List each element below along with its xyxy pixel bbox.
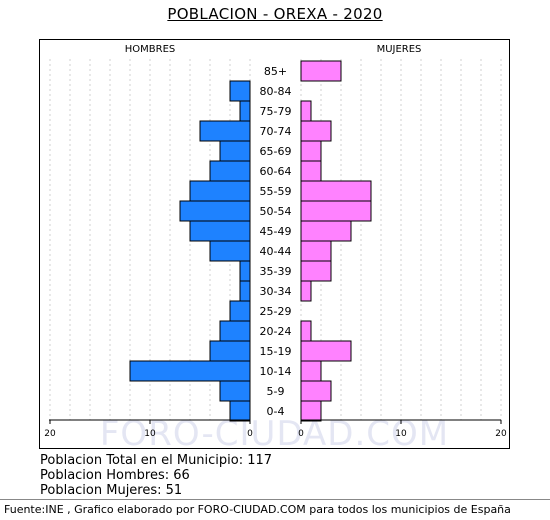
- bar-mujeres-50-54: [300, 200, 372, 222]
- age-label: 10-14: [260, 365, 292, 378]
- age-label: 25-29: [260, 305, 292, 318]
- bar-hombres-25-29: [229, 300, 251, 322]
- bar-mujeres-60-64: [300, 160, 322, 182]
- x-tick-label: 0: [298, 429, 304, 439]
- age-label: 85+: [264, 65, 287, 78]
- x-tick-label: 10: [395, 429, 407, 439]
- x-tick-label: 20: [44, 429, 56, 439]
- bar-hombres-70-74: [199, 120, 251, 142]
- bar-mujeres-5-9: [300, 380, 332, 402]
- bar-mujeres-15-19: [300, 340, 352, 362]
- bar-hombres-20-24: [219, 320, 251, 342]
- bar-mujeres-10-14: [300, 360, 322, 382]
- bar-hombres-75-79: [239, 100, 251, 122]
- age-label: 75-79: [260, 105, 292, 118]
- bar-mujeres-70-74: [300, 120, 332, 142]
- bar-hombres-55-59: [189, 180, 251, 202]
- bar-mujeres-45-49: [300, 220, 352, 242]
- mujeres-header: MUJERES: [377, 44, 422, 55]
- stat-total: Poblacion Total en el Municipio: 117: [40, 453, 273, 468]
- bar-mujeres-75-79: [300, 100, 312, 122]
- chart-title: POBLACION - OREXA - 2020: [167, 5, 383, 23]
- bar-hombres-65-69: [219, 140, 251, 162]
- age-label: 40-44: [260, 245, 292, 258]
- stat-hombres: Poblacion Hombres: 66: [40, 468, 190, 483]
- hombres-header: HOMBRES: [125, 44, 176, 55]
- population-pyramid: 85+ 80-84 75-79 70-74 65-69 60-64 55-59 50-54 45…: [44, 44, 507, 439]
- bar-mujeres-35-39: [300, 260, 332, 282]
- footer-source: Fuente:INE , Grafico elaborado por FORO-…: [4, 503, 511, 516]
- x-tick-label: 20: [495, 429, 507, 439]
- bar-hombres-50-54: [179, 200, 251, 222]
- x-tick-label: 0: [247, 429, 253, 439]
- bar-hombres-45-49: [189, 220, 251, 242]
- age-label: 20-24: [260, 325, 292, 338]
- age-label: 0-4: [267, 405, 285, 418]
- bar-mujeres-0-4: [300, 400, 322, 422]
- bar-mujeres-20-24: [300, 320, 312, 342]
- age-label: 30-34: [260, 285, 292, 298]
- chart-frame: [39, 39, 510, 449]
- age-label: 65-69: [260, 145, 292, 158]
- bar-hombres-15-19: [209, 340, 251, 362]
- bar-mujeres-55-59: [300, 180, 372, 202]
- age-label: 55-59: [260, 185, 292, 198]
- bar-hombres-5-9: [219, 380, 251, 402]
- age-label: 15-19: [260, 345, 292, 358]
- age-label: 70-74: [260, 125, 292, 138]
- age-label: 45-49: [260, 225, 292, 238]
- footer-divider: [0, 499, 550, 500]
- bar-hombres-10-14: [129, 360, 251, 382]
- bar-hombres-40-44: [209, 240, 251, 262]
- bar-mujeres-85+: [300, 60, 342, 82]
- age-label: 80-84: [260, 85, 292, 98]
- age-label: 50-54: [260, 205, 292, 218]
- bar-hombres-30-34: [239, 280, 251, 302]
- bar-mujeres-40-44: [300, 240, 332, 262]
- age-label: 35-39: [260, 265, 292, 278]
- bar-mujeres-65-69: [300, 140, 322, 162]
- bar-hombres-35-39: [239, 260, 251, 282]
- bar-hombres-60-64: [209, 160, 251, 182]
- age-label: 60-64: [260, 165, 292, 178]
- stat-mujeres: Poblacion Mujeres: 51: [40, 483, 183, 498]
- age-label: 5-9: [267, 385, 285, 398]
- bar-mujeres-30-34: [300, 280, 312, 302]
- bar-hombres-80-84: [229, 80, 251, 102]
- bar-hombres-0-4: [229, 400, 251, 422]
- x-tick-label: 10: [144, 429, 156, 439]
